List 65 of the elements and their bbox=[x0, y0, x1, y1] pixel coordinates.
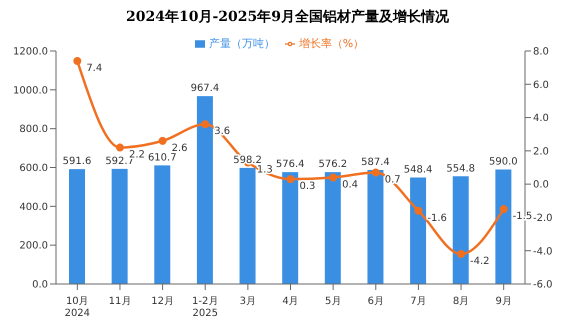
x-tick-label: 10月 2024 bbox=[64, 296, 90, 319]
x-tick-label: 7月 bbox=[410, 296, 427, 307]
point bbox=[73, 56, 82, 65]
bar bbox=[495, 169, 512, 284]
y-tick-label: 600.0 bbox=[19, 163, 48, 174]
bar bbox=[367, 170, 384, 284]
y-tick-label: 1200.0 bbox=[13, 46, 48, 58]
data-label: -1.6 bbox=[427, 212, 447, 224]
point bbox=[286, 175, 294, 184]
bar bbox=[240, 168, 256, 284]
x-tick-label: 6月 bbox=[368, 296, 384, 307]
y2-tick-label: 6.0 bbox=[533, 80, 549, 91]
y-tick-label: 1000.0 bbox=[13, 85, 48, 96]
bar bbox=[112, 168, 128, 284]
data-label: 554.8 bbox=[446, 163, 476, 174]
point bbox=[457, 250, 466, 258]
point bbox=[372, 168, 380, 176]
bar bbox=[410, 178, 426, 284]
data-label: 591.6 bbox=[62, 156, 92, 168]
data-label: 967.4 bbox=[190, 83, 220, 94]
y2-tick-label: -4.0 bbox=[533, 246, 553, 258]
data-label: 587.4 bbox=[361, 156, 390, 168]
point bbox=[329, 173, 338, 182]
y2-tick-label: 0.0 bbox=[533, 180, 549, 191]
y2-tick-label: -6.0 bbox=[533, 280, 553, 291]
data-label: 576.2 bbox=[318, 159, 348, 170]
x-tick-label: 3月 bbox=[240, 296, 256, 307]
x-tick-label: 5月 bbox=[324, 296, 342, 307]
point bbox=[201, 120, 210, 128]
point bbox=[116, 144, 124, 152]
data-label: 610.7 bbox=[148, 152, 177, 164]
data-label: 0.4 bbox=[342, 179, 358, 190]
chart-title: 2024年10月-2025年9月全国铝材产量及增长情况 bbox=[125, 8, 450, 27]
data-label: 2.6 bbox=[172, 142, 188, 154]
y2-tick-label: 2.0 bbox=[533, 146, 549, 158]
legend-label: 产量（万吨） bbox=[208, 37, 275, 50]
bar bbox=[324, 172, 341, 284]
x-tick-label: 11月 bbox=[108, 296, 132, 307]
data-label: 576.4 bbox=[276, 159, 304, 170]
x-tick-label: 12月 bbox=[151, 296, 174, 307]
y-tick-label: 0.0 bbox=[32, 280, 48, 291]
data-label: 7.4 bbox=[86, 62, 102, 74]
data-label: -4.2 bbox=[470, 256, 490, 268]
bar bbox=[196, 96, 213, 284]
bar bbox=[154, 165, 170, 284]
y2-tick-label: 4.0 bbox=[533, 113, 549, 124]
x-tick-label: 1-2月 2025 bbox=[192, 296, 218, 319]
y-tick-label: 400.0 bbox=[19, 202, 48, 213]
data-label: 548.4 bbox=[404, 164, 432, 176]
x-tick-label: 8月 bbox=[452, 296, 470, 307]
data-label: 590.0 bbox=[489, 156, 518, 168]
y2-tick-label: -2.0 bbox=[533, 212, 553, 224]
bar bbox=[282, 172, 298, 284]
point bbox=[500, 205, 508, 214]
y-tick-label: 800.0 bbox=[19, 124, 48, 136]
bar bbox=[69, 169, 85, 284]
x-tick-label: 4月 bbox=[282, 296, 299, 307]
data-label: 0.3 bbox=[300, 181, 316, 192]
bar bbox=[452, 176, 469, 284]
y-tick-label: 200.0 bbox=[19, 240, 48, 252]
legend-label: 增长率（%） bbox=[298, 37, 364, 50]
point bbox=[158, 136, 167, 145]
x-tick-label: 9月 bbox=[495, 296, 512, 307]
y2-tick-label: 8.0 bbox=[533, 46, 549, 58]
point bbox=[414, 206, 422, 215]
